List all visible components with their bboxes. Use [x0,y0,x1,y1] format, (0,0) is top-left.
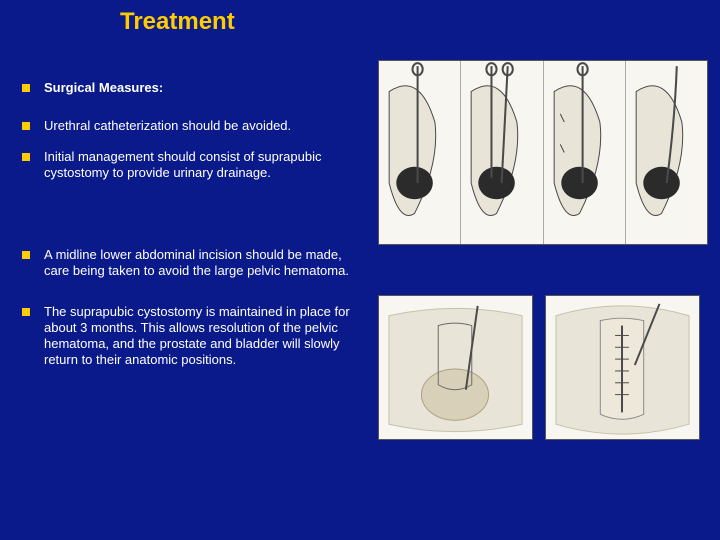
bullet-icon [22,153,30,161]
figure-top [378,60,708,245]
text-content: Surgical Measures: Urethral catheterizat… [22,80,357,383]
bullet-row: Initial management should consist of sup… [22,149,357,182]
bullet-text: A midline lower abdominal incision shoul… [44,247,357,280]
figure-bottom-row [378,295,708,440]
bullet-row: The suprapubic cystostomy is maintained … [22,304,357,369]
slide-title: Treatment [120,8,235,36]
figure-bottom-right [545,295,700,440]
figure-bottom-left [378,295,533,440]
figure-area [378,60,708,440]
heading-row: Surgical Measures: [22,80,357,96]
figure-top-c [544,61,626,244]
bullet-row: A midline lower abdominal incision shoul… [22,247,357,280]
figure-top-a [379,61,461,244]
bullet-text: Initial management should consist of sup… [44,149,357,182]
bullet-row: Urethral catheterization should be avoid… [22,118,357,134]
bullet-icon [22,251,30,259]
bullet-text: The suprapubic cystostomy is maintained … [44,304,357,369]
slide: Treatment Surgical Measures: Urethral ca… [0,0,720,540]
spacer [22,195,357,247]
bullet-icon [22,122,30,130]
figure-top-d [626,61,707,244]
bullet-text: Urethral catheterization should be avoid… [44,118,357,134]
heading-text: Surgical Measures: [44,80,357,96]
figure-top-b [461,61,543,244]
bullet-icon [22,84,30,92]
bullet-icon [22,308,30,316]
